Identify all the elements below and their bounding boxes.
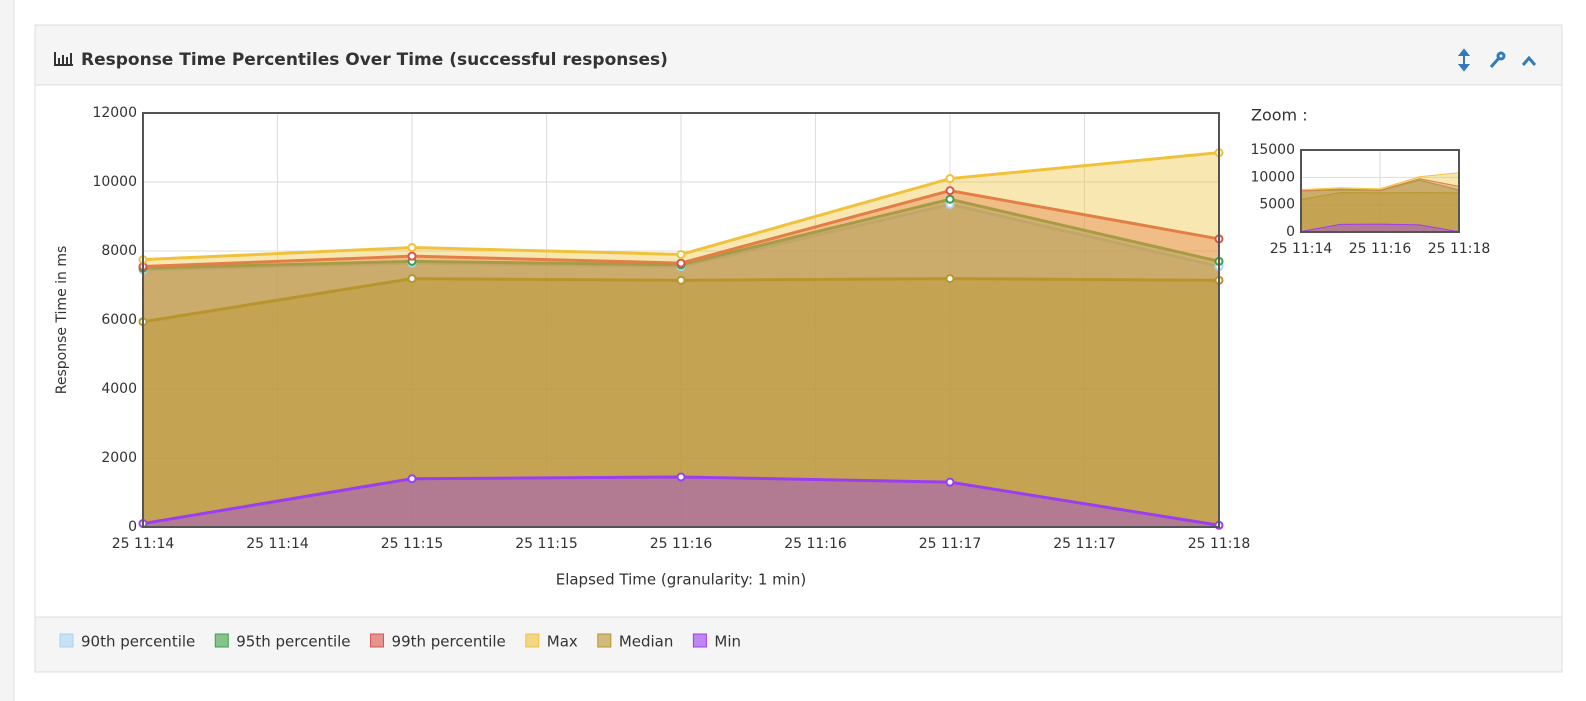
legend-label: 99th percentile [392,633,506,651]
legend-label: Min [714,633,741,651]
y-tick-label: 6000 [101,312,137,328]
y-tick-label: 10000 [92,174,137,190]
x-tick-label: 25 11:16 [1349,241,1412,257]
plot-border [142,112,1220,528]
data-point [407,251,417,261]
legend-swatch [525,633,540,648]
data-point [407,243,417,253]
series-line [1300,172,1460,191]
data-point [676,275,686,285]
area-fill [1301,224,1459,232]
y-tick-label: 2000 [101,450,137,466]
x-tick-label: 25 11:14 [1270,241,1333,257]
series-line [1300,192,1460,200]
data-point [945,274,955,284]
x-tick-label: 25 11:18 [1428,241,1491,257]
legend-swatch [597,633,612,648]
legend-swatch [692,633,707,648]
plot-border [1300,149,1460,233]
panel-footer [34,616,1563,673]
data-point [945,477,955,487]
zoom-title: Zoom : [1251,106,1308,125]
y-tick-label: 10000 [1250,169,1295,185]
area-fill [143,476,1219,527]
y-tick-label: 15000 [1250,142,1295,158]
x-tick-label: 25 11:18 [1188,536,1251,552]
y-tick-label: 8000 [101,243,137,259]
data-point [676,258,686,268]
legend-label: Max [547,633,578,651]
data-point [945,174,955,184]
x-tick-label: 25 11:17 [919,536,982,552]
series-line [1300,178,1460,192]
x-tick-label: 25 11:16 [650,536,713,552]
legend-swatch [59,633,74,648]
x-tick-label: 25 11:17 [1053,536,1116,552]
legend-label: 95th percentile [236,633,350,651]
legend-label: Median [619,633,674,651]
resize-button[interactable] [1457,48,1471,72]
series-line [1300,223,1460,233]
panel-title: Response Time Percentiles Over Time (suc… [81,50,668,70]
sidebar-edge [0,0,14,701]
data-point [676,249,686,259]
data-point [407,274,417,284]
data-point [945,194,955,204]
area-fill [1301,178,1459,232]
x-tick-label: 25 11:14 [246,536,309,552]
data-point [407,474,417,484]
settings-button[interactable] [1489,51,1506,68]
y-axis-label: Response Time in ms [54,246,70,395]
x-tick-label: 25 11:14 [112,536,175,552]
area-fill [1301,192,1459,232]
y-tick-label: 0 [1286,224,1295,240]
data-point [676,472,686,482]
data-point [945,186,955,196]
legend-swatch [214,633,229,648]
y-tick-label: 12000 [92,105,137,121]
panel-header [34,24,1563,86]
area-fill [1301,180,1459,232]
y-tick-label: 5000 [1259,197,1295,213]
y-tick-label: 0 [128,519,137,535]
area-fill [143,278,1219,527]
x-tick-label: 25 11:16 [784,536,847,552]
legend-swatch [370,633,385,648]
area-fill [143,152,1219,528]
chart-icon [54,52,73,66]
area-fill [143,204,1219,528]
x-axis-label: Elapsed Time (granularity: 1 min) [556,571,807,589]
legend-label: 90th percentile [81,633,195,651]
collapse-button[interactable] [1521,55,1537,66]
y-tick-label: 4000 [101,381,137,397]
x-tick-label: 25 11:15 [381,536,444,552]
area-fill [1301,172,1459,232]
x-tick-label: 25 11:15 [515,536,578,552]
